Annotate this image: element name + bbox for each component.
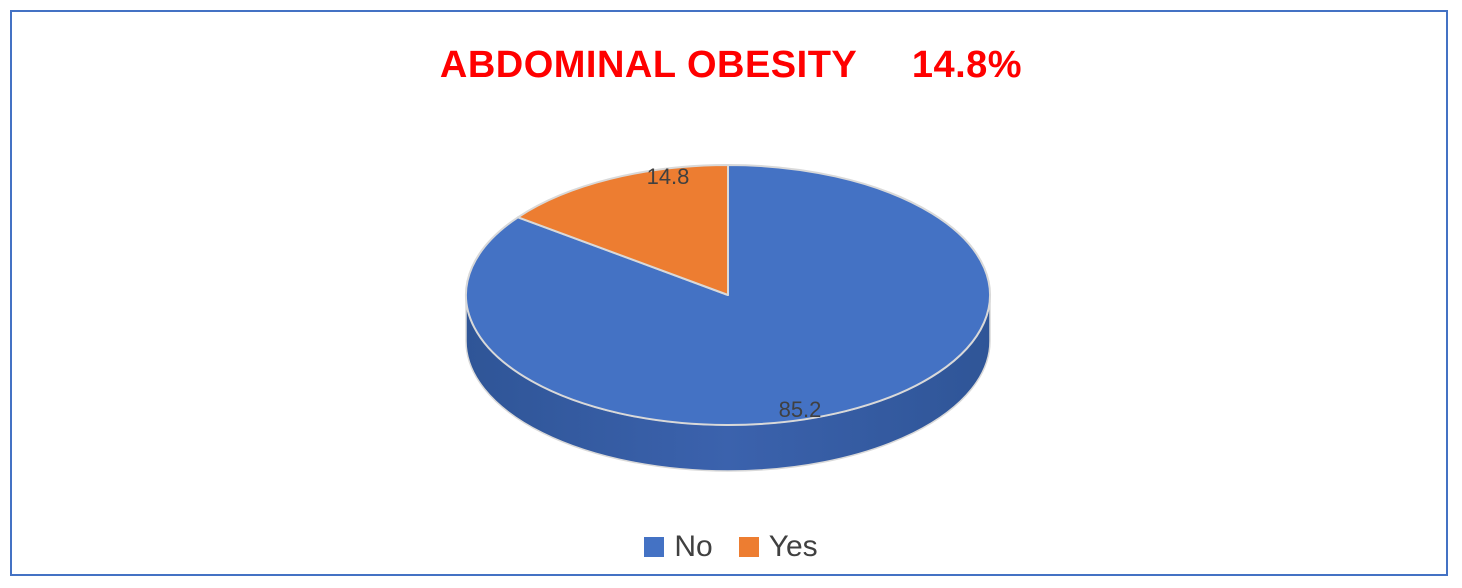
data-label-no: 85.2 [779,397,822,422]
legend: No Yes [0,530,1462,564]
legend-swatch-no [644,537,665,557]
legend-item-no: No [644,530,713,564]
legend-label-no: No [674,530,713,563]
legend-label-yes: Yes [768,530,818,563]
chart-title: ABDOMINAL OBESITY 14.8% [439,44,1023,86]
pie-slice-yes [516,164,729,296]
legend-swatch-yes [738,537,759,557]
data-label-yes: 14.8 [647,164,690,189]
legend-item-yes: Yes [738,530,818,564]
